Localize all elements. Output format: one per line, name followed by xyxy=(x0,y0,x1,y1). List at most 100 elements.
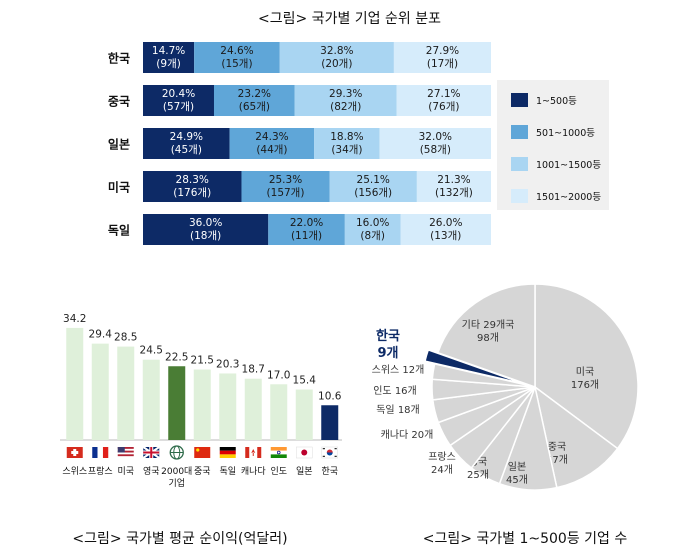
korea-callout-label: 한국 xyxy=(376,328,400,344)
usa-flag-icon xyxy=(117,447,134,458)
stack-segment xyxy=(241,171,330,202)
category-label: 중국 xyxy=(194,466,211,477)
pie-slice xyxy=(533,385,619,489)
slice-label: 25개 xyxy=(467,469,489,481)
legend-swatch xyxy=(511,93,528,107)
bar-value-label: 20.3 xyxy=(216,358,239,370)
slice-label: 독일 18개 xyxy=(376,404,420,416)
flag-field xyxy=(245,447,262,458)
germany-flag-icon xyxy=(219,447,236,458)
stack-segment xyxy=(279,42,394,73)
bar-value-label: 24.5 xyxy=(140,345,163,357)
segment-pct-label: 36.0% xyxy=(189,217,222,229)
flag-trigram xyxy=(334,448,337,450)
profit-bar xyxy=(142,359,160,440)
flag-stripe xyxy=(270,447,287,451)
segment-pct-label: 16.0% xyxy=(356,217,389,229)
legend-swatch xyxy=(511,157,528,171)
bar-value-label: 15.4 xyxy=(293,375,317,387)
flag-canton xyxy=(117,447,125,453)
stack-segment xyxy=(329,171,417,202)
flag-star xyxy=(196,448,200,452)
bar-value-label: 28.5 xyxy=(114,332,137,344)
segment-count-label: (45개) xyxy=(171,144,202,156)
flag-taeguk-blue xyxy=(326,452,333,456)
category-label: 중국 xyxy=(108,95,130,109)
segment-count-label: (176개) xyxy=(173,187,211,199)
legend-label: 1501~2000등 xyxy=(536,192,601,203)
pie-slice xyxy=(534,283,639,450)
legend-label: 1001~1500등 xyxy=(536,160,601,171)
segment-pct-label: 25.3% xyxy=(269,174,302,186)
flag-stripe xyxy=(92,447,98,458)
slice-label: 인도 16개 xyxy=(373,385,417,397)
segment-count-label: (18개) xyxy=(190,230,221,242)
slice-label: 일본 xyxy=(508,461,526,473)
segment-count-label: (11개) xyxy=(291,230,322,242)
flag-taeguk-red xyxy=(326,449,333,453)
stack-segment xyxy=(143,85,214,116)
category-label: 캐나다 xyxy=(241,466,267,477)
category-label: 스위스 xyxy=(62,466,87,477)
flag-trigram xyxy=(322,455,325,457)
stack-segment xyxy=(229,128,315,159)
segment-pct-label: 32.8% xyxy=(320,45,353,57)
category-label: 2000대 xyxy=(161,466,192,477)
segment-count-label: (157개) xyxy=(267,187,305,199)
segment-pct-label: 21.3% xyxy=(437,174,470,186)
chart-title-top500-count: <그림> 국가별 1~500등 기업 수 xyxy=(422,531,628,547)
pie-slice xyxy=(436,283,536,389)
segment-pct-label: 26.0% xyxy=(429,217,462,229)
segment-pct-label: 20.4% xyxy=(162,88,195,100)
segment-pct-label: 25.1% xyxy=(357,174,390,186)
flag-band xyxy=(245,447,250,458)
korea-flag-icon xyxy=(321,446,338,459)
stack-segment xyxy=(143,42,195,73)
flag-sun xyxy=(301,449,308,456)
stack-segment xyxy=(194,42,280,73)
profit-bar xyxy=(168,366,186,440)
category-label: 미국 xyxy=(117,466,134,477)
slice-label: 캐나다 20개 xyxy=(381,429,434,441)
chart-title-avg-profit: <그림> 국가별 평균 순이익(억달러) xyxy=(72,531,288,547)
flag-cross xyxy=(143,451,160,454)
flag-leaf xyxy=(251,449,256,456)
stack-segment xyxy=(400,214,491,245)
segment-count-label: (34개) xyxy=(331,144,362,156)
segment-count-label: (44개) xyxy=(256,144,287,156)
stack-segment xyxy=(314,128,380,159)
bar-value-label: 21.5 xyxy=(191,355,214,367)
stack-segment xyxy=(344,214,401,245)
flag-stripe xyxy=(117,447,134,449)
india-flag-icon xyxy=(270,447,287,458)
flag-wheel xyxy=(276,450,281,455)
korea-callout-value: 9개 xyxy=(377,346,398,361)
segment-pct-label: 18.8% xyxy=(330,131,363,143)
stack-segment xyxy=(143,214,269,245)
segment-pct-label: 24.9% xyxy=(170,131,203,143)
flag-stripe xyxy=(270,454,287,458)
chart-title-rank-distribution: <그림> 국가별 기업 순위 분포 xyxy=(258,11,441,27)
flag-field xyxy=(117,447,134,458)
segment-count-label: (76개) xyxy=(428,101,459,113)
segment-count-label: (57개) xyxy=(163,101,194,113)
profit-bar xyxy=(321,405,339,440)
stack-segment xyxy=(416,171,491,202)
profit-bar xyxy=(66,327,84,440)
category-label: 독일 xyxy=(219,466,236,477)
segment-count-label: (82개) xyxy=(330,101,361,113)
segment-count-label: (9개) xyxy=(156,58,181,70)
segment-count-label: (8개) xyxy=(360,230,385,242)
segment-pct-label: 22.0% xyxy=(290,217,323,229)
segment-pct-label: 24.6% xyxy=(220,45,253,57)
flag-cross xyxy=(71,451,79,454)
uk-flag-icon xyxy=(142,446,160,459)
segment-count-label: (58개) xyxy=(420,144,451,156)
legend-label: 501~1000등 xyxy=(536,128,595,139)
category-label: 미국 xyxy=(108,180,130,195)
slice-label: 기타 29개국 xyxy=(462,319,515,331)
segment-pct-label: 27.9% xyxy=(426,45,459,57)
slice-label: 중국 xyxy=(548,441,566,453)
stack-segment xyxy=(143,171,242,202)
